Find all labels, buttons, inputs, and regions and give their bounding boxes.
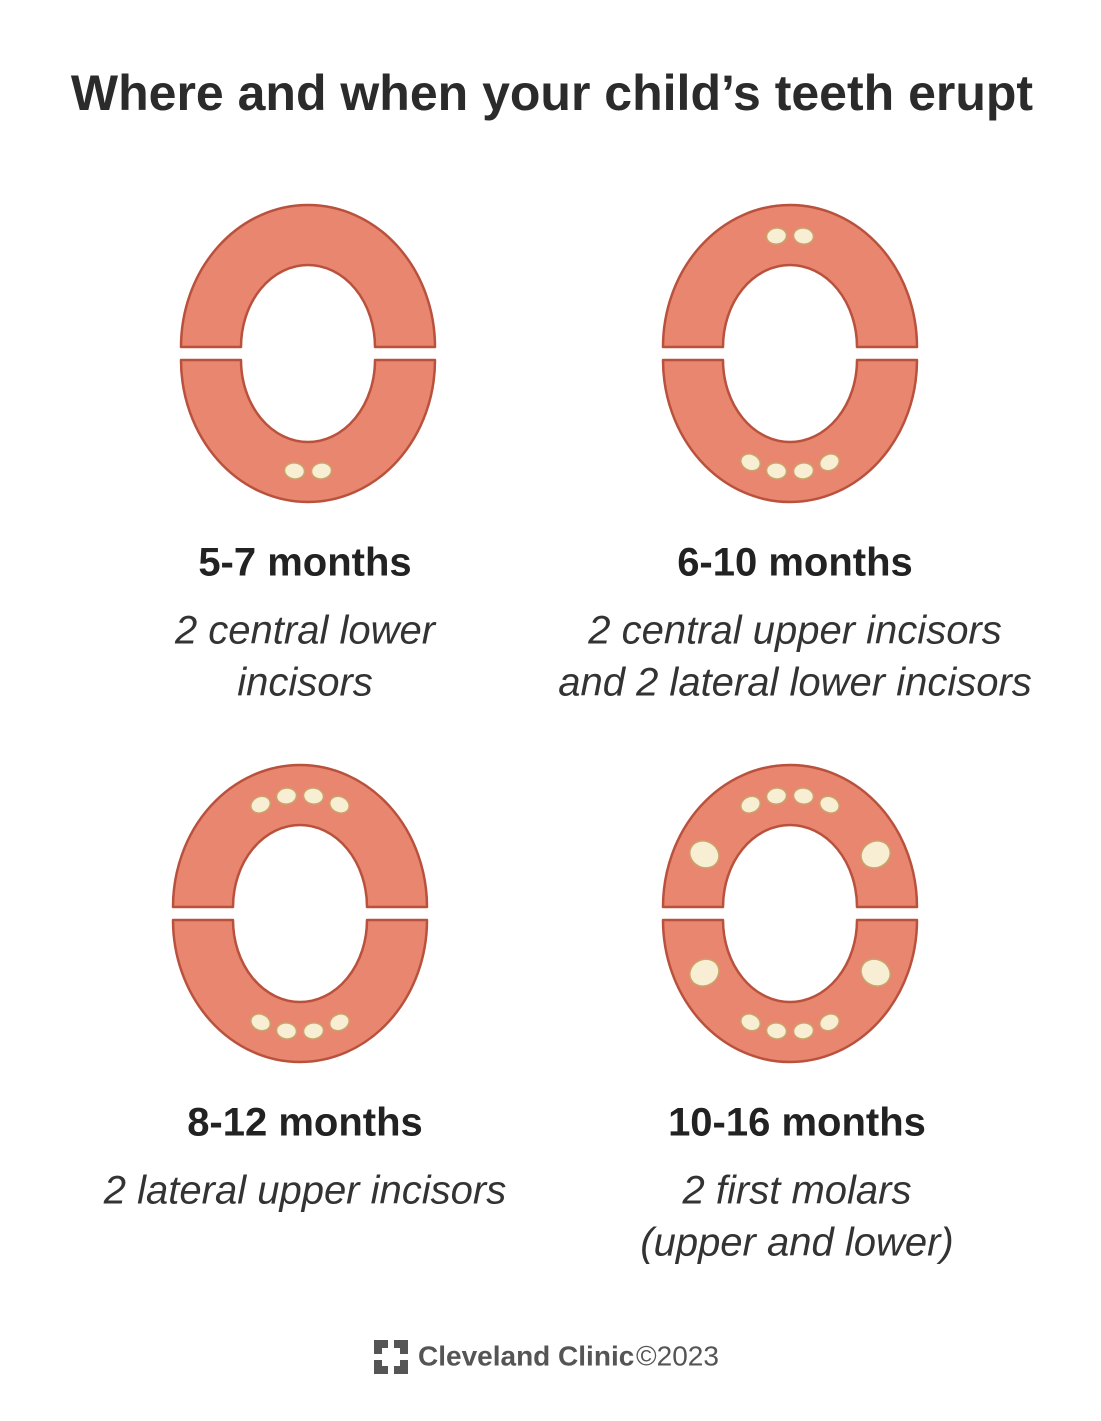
lower-jaw bbox=[171, 918, 429, 1064]
title: Where and when your child’s teeth erupt bbox=[71, 65, 1034, 121]
copyright: ©2023 bbox=[636, 1340, 719, 1371]
jaw-illustration bbox=[179, 203, 437, 504]
jaw-illustration bbox=[661, 763, 919, 1064]
tooth bbox=[302, 787, 325, 805]
tooth bbox=[792, 462, 815, 480]
age-label: 8-12 months bbox=[187, 1101, 423, 1145]
age-label: 10-16 months bbox=[668, 1101, 926, 1145]
description-line: incisors bbox=[237, 661, 373, 705]
tooth bbox=[310, 462, 333, 480]
tooth bbox=[819, 795, 840, 814]
description-line: and 2 lateral lower incisors bbox=[558, 661, 1032, 705]
tooth bbox=[819, 453, 840, 472]
tooth bbox=[765, 227, 788, 245]
upper-jaw bbox=[179, 203, 437, 349]
tooth bbox=[329, 795, 350, 814]
lower-jaw bbox=[661, 918, 919, 1064]
tooth bbox=[792, 1022, 815, 1040]
tooth bbox=[275, 1022, 298, 1040]
age-label: 6-10 months bbox=[677, 541, 913, 585]
tooth bbox=[765, 462, 788, 480]
tooth bbox=[740, 795, 761, 814]
molar bbox=[689, 840, 720, 869]
jaw-illustration bbox=[661, 203, 919, 504]
tooth bbox=[250, 1013, 271, 1032]
logo bbox=[374, 1340, 408, 1374]
age-label: 5-7 months bbox=[198, 541, 411, 585]
tooth bbox=[275, 787, 298, 805]
tooth bbox=[740, 1013, 761, 1032]
tooth bbox=[740, 453, 761, 472]
tooth bbox=[329, 1013, 350, 1032]
tooth bbox=[792, 787, 815, 805]
tooth bbox=[819, 1013, 840, 1032]
molar bbox=[860, 958, 891, 987]
tooth bbox=[792, 227, 815, 245]
description-line: (upper and lower) bbox=[640, 1221, 954, 1265]
tooth bbox=[302, 1022, 325, 1040]
lower-jaw bbox=[661, 358, 919, 504]
description-line: 2 first molars bbox=[682, 1169, 912, 1213]
description-line: 2 central lower bbox=[174, 609, 437, 653]
tooth bbox=[283, 462, 306, 480]
tooth bbox=[765, 787, 788, 805]
upper-jaw bbox=[661, 203, 919, 349]
molar bbox=[689, 958, 720, 987]
jaw-illustration bbox=[171, 763, 429, 1064]
tooth bbox=[250, 795, 271, 814]
description-line: 2 lateral upper incisors bbox=[103, 1169, 506, 1213]
description-line: 2 central upper incisors bbox=[587, 609, 1002, 653]
tooth bbox=[765, 1022, 788, 1040]
molar bbox=[860, 840, 891, 869]
brand: Cleveland Clinic bbox=[418, 1340, 634, 1371]
lower-jaw bbox=[179, 358, 437, 504]
upper-jaw bbox=[171, 763, 429, 909]
upper-jaw bbox=[661, 763, 919, 909]
